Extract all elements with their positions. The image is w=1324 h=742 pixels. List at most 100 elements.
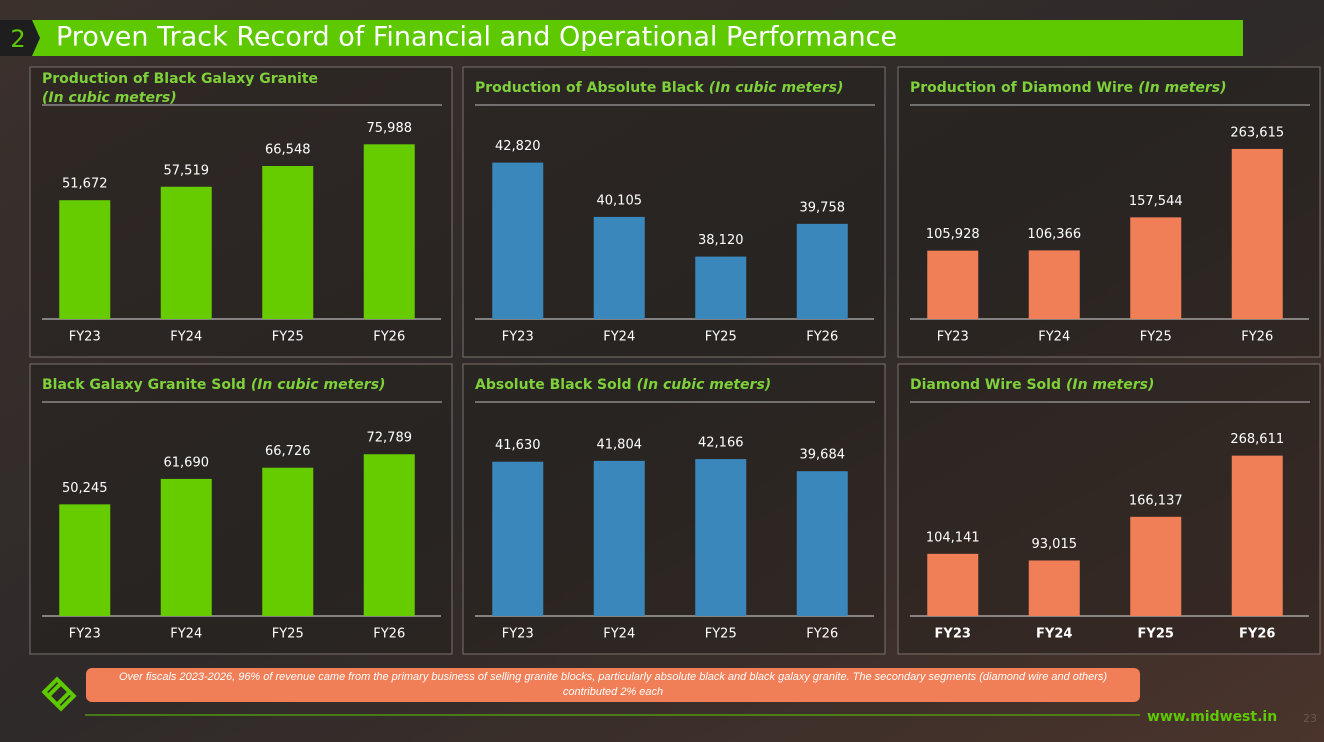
bar xyxy=(160,478,212,616)
bar xyxy=(59,504,111,616)
value-label: 41,630 xyxy=(495,438,541,453)
bar xyxy=(262,166,314,319)
bar xyxy=(1231,148,1283,319)
bar xyxy=(1130,217,1182,319)
chart-subtitle: (In meters) xyxy=(1066,377,1154,393)
chart-title-text: Absolute Black Sold xyxy=(475,377,632,393)
x-tick-label: FY24 xyxy=(603,330,635,345)
x-tick-label: FY23 xyxy=(69,330,101,345)
chart-title-text: Production of Absolute Black xyxy=(475,80,704,96)
x-tick-label: FY24 xyxy=(603,627,635,642)
value-label: 41,804 xyxy=(597,437,643,452)
bar xyxy=(262,467,314,616)
value-label: 42,166 xyxy=(698,436,744,451)
title-bar xyxy=(0,20,1243,56)
chart-title: Black Galaxy Granite Sold (In cubic meter… xyxy=(42,377,385,393)
value-label: 105,928 xyxy=(926,227,980,242)
value-label: 75,988 xyxy=(367,121,413,136)
chart-subtitle: (In cubic meters) xyxy=(637,377,772,393)
value-label: 106,366 xyxy=(1027,227,1081,242)
x-tick-label: FY26 xyxy=(806,330,838,345)
slide-title: Proven Track Record of Financial and Ope… xyxy=(56,22,897,53)
bar xyxy=(1028,560,1080,616)
value-label: 57,519 xyxy=(164,163,210,178)
chart-title: Production of Black Galaxy Granite xyxy=(42,71,318,87)
chart-subtitle: (In cubic meters) xyxy=(709,80,844,96)
x-tick-label: FY24 xyxy=(1038,330,1070,345)
value-label: 268,611 xyxy=(1230,432,1284,447)
bar xyxy=(695,459,747,616)
x-tick-label: FY26 xyxy=(1239,627,1275,642)
website: www.midwest.in xyxy=(1147,709,1277,725)
bar xyxy=(492,162,544,319)
chart-title-text: Production of Diamond Wire xyxy=(910,80,1133,96)
bar xyxy=(492,461,544,616)
bar xyxy=(59,200,111,319)
footnote: Over fiscals 2023-2026, 96% of revenue c… xyxy=(86,668,1140,702)
bar xyxy=(1130,516,1182,616)
value-label: 104,141 xyxy=(926,530,980,545)
x-tick-label: FY25 xyxy=(1138,627,1174,642)
x-tick-label: FY23 xyxy=(937,330,969,345)
bar xyxy=(593,216,645,319)
bar xyxy=(363,144,415,319)
chart-title: Diamond Wire Sold (In meters) xyxy=(910,377,1154,393)
x-tick-label: FY23 xyxy=(502,330,534,345)
section-badge xyxy=(0,20,40,56)
x-tick-label: FY26 xyxy=(373,627,405,642)
value-label: 166,137 xyxy=(1129,493,1183,508)
chart-title: Production of Diamond Wire (In meters) xyxy=(910,80,1227,96)
value-label: 50,245 xyxy=(62,481,108,496)
x-tick-label: FY24 xyxy=(170,627,202,642)
value-label: 93,015 xyxy=(1032,537,1078,552)
bar xyxy=(1028,250,1080,319)
bar xyxy=(927,553,979,616)
x-tick-label: FY23 xyxy=(502,627,534,642)
chart-subtitle: (In meters) xyxy=(1138,80,1226,96)
value-label: 72,789 xyxy=(367,431,413,446)
bar xyxy=(796,223,848,319)
x-tick-label: FY24 xyxy=(1036,627,1072,642)
bar xyxy=(363,454,415,616)
value-label: 61,690 xyxy=(164,455,210,470)
value-label: 42,820 xyxy=(495,139,541,154)
value-label: 40,105 xyxy=(597,193,643,208)
x-tick-label: FY25 xyxy=(705,627,737,642)
chart-title-text: Diamond Wire Sold xyxy=(910,377,1061,393)
value-label: 51,672 xyxy=(62,177,108,192)
x-tick-label: FY24 xyxy=(170,330,202,345)
chart-subtitle: (In cubic meters) xyxy=(42,90,177,106)
bar xyxy=(695,256,747,319)
x-tick-label: FY26 xyxy=(373,330,405,345)
chart-title: Production of Absolute Black (In cubic me… xyxy=(475,80,843,96)
value-label: 38,120 xyxy=(698,233,744,248)
x-tick-label: FY25 xyxy=(272,627,304,642)
value-label: 263,615 xyxy=(1230,125,1284,140)
x-tick-label: FY23 xyxy=(69,627,101,642)
value-label: 66,726 xyxy=(265,444,311,459)
x-tick-label: FY25 xyxy=(272,330,304,345)
bar xyxy=(1231,455,1283,616)
page-number: 23 xyxy=(1303,712,1317,725)
chart-title-text: Black Galaxy Granite Sold xyxy=(42,377,246,393)
x-tick-label: FY23 xyxy=(935,627,971,642)
bar xyxy=(796,471,848,616)
x-tick-label: FY26 xyxy=(1241,330,1273,345)
logo xyxy=(41,676,77,712)
value-label: 66,548 xyxy=(265,143,311,158)
chart-title-text: Production of Black Galaxy Granite xyxy=(42,71,318,87)
chart-subtitle: (In cubic meters) xyxy=(251,377,386,393)
value-label: 39,684 xyxy=(800,448,846,463)
x-tick-label: FY25 xyxy=(705,330,737,345)
value-label: 39,758 xyxy=(800,200,846,215)
bar xyxy=(927,250,979,319)
bar xyxy=(160,186,212,319)
chart-title: Absolute Black Sold (In cubic meters) xyxy=(475,377,771,393)
x-tick-label: FY25 xyxy=(1140,330,1172,345)
value-label: 157,544 xyxy=(1129,194,1183,209)
bar xyxy=(593,460,645,616)
section-number: 2 xyxy=(10,25,25,53)
